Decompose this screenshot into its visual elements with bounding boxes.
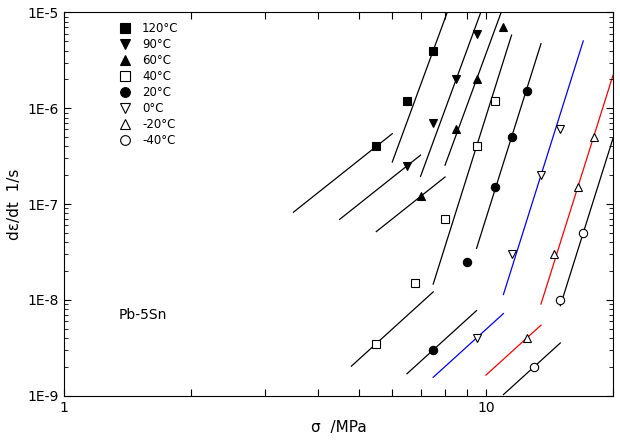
X-axis label: σ  /MPa: σ /MPa (311, 420, 366, 435)
Legend: 120°C, 90°C, 60°C, 40°C, 20°C, 0°C, -20°C, -40°C: 120°C, 90°C, 60°C, 40°C, 20°C, 0°C, -20°… (113, 22, 179, 147)
Y-axis label: dε/dt  1/s: dε/dt 1/s (7, 168, 22, 240)
Text: Pb-5Sn: Pb-5Sn (118, 308, 167, 322)
